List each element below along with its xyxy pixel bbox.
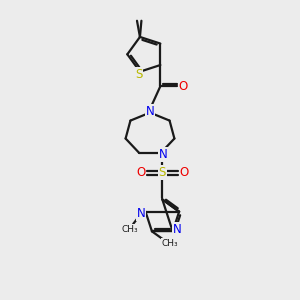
Text: O: O <box>179 167 189 179</box>
Text: N: N <box>159 148 168 160</box>
Text: CH₃: CH₃ <box>161 239 178 248</box>
Text: O: O <box>179 80 188 93</box>
Text: S: S <box>135 68 142 80</box>
Text: N: N <box>173 224 182 236</box>
Text: N: N <box>137 207 146 220</box>
Text: N: N <box>146 105 154 118</box>
Text: CH₃: CH₃ <box>122 225 139 234</box>
Text: O: O <box>136 167 145 179</box>
Text: S: S <box>159 167 166 179</box>
